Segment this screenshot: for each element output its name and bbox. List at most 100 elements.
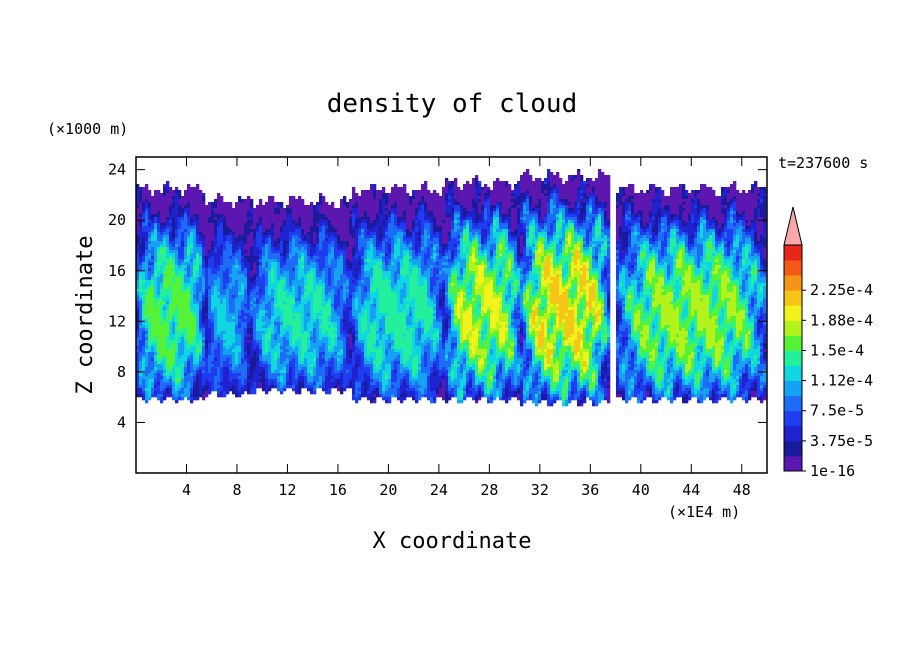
density-cell	[163, 322, 167, 326]
density-cell	[283, 328, 287, 332]
density-cell	[181, 391, 185, 395]
density-cell	[172, 244, 176, 248]
density-cell	[265, 388, 269, 392]
density-cell	[169, 268, 173, 272]
density-cell	[253, 370, 257, 374]
density-cell	[250, 388, 254, 392]
density-cell	[214, 205, 218, 209]
density-cell	[178, 244, 182, 248]
density-cell	[301, 304, 305, 308]
density-cell	[241, 223, 245, 227]
density-cell	[259, 268, 263, 272]
density-cell	[217, 328, 221, 332]
density-cell	[289, 256, 293, 260]
density-cell	[280, 268, 284, 272]
density-cell	[187, 325, 191, 329]
density-cell	[334, 352, 338, 356]
density-cell	[235, 349, 239, 353]
density-cell	[337, 307, 341, 311]
density-cell	[349, 355, 353, 359]
density-cell	[148, 376, 152, 380]
density-cell	[292, 367, 296, 371]
density-cell	[211, 205, 215, 209]
density-cell	[217, 232, 221, 236]
density-cell	[190, 382, 194, 386]
density-cell	[274, 280, 278, 284]
density-cell	[349, 286, 353, 290]
density-cell	[265, 370, 269, 374]
density-cell	[148, 238, 152, 242]
density-cell	[271, 232, 275, 236]
density-cell	[340, 370, 344, 374]
density-cell	[280, 358, 284, 362]
density-cell	[280, 385, 284, 389]
density-cell	[199, 253, 203, 257]
density-cell	[313, 385, 317, 389]
density-cell	[157, 346, 161, 350]
density-cell	[271, 238, 275, 242]
density-cell	[175, 370, 179, 374]
density-cell	[187, 376, 191, 380]
density-cell	[250, 307, 254, 311]
density-cell	[217, 199, 221, 203]
density-cell	[250, 286, 254, 290]
density-cell	[253, 292, 257, 296]
density-cell	[235, 361, 239, 365]
density-cell	[157, 280, 161, 284]
density-cell	[196, 211, 200, 215]
density-cell	[259, 253, 263, 257]
density-cell	[145, 268, 149, 272]
density-cell	[331, 313, 335, 317]
density-cell	[208, 214, 212, 218]
density-cell	[142, 217, 146, 221]
density-cell	[238, 238, 242, 242]
density-cell	[172, 343, 176, 347]
density-cell	[313, 208, 317, 212]
density-cell	[319, 226, 323, 230]
density-cell	[322, 349, 326, 353]
density-cell	[298, 301, 302, 305]
density-cell	[139, 358, 143, 362]
density-cell	[220, 283, 224, 287]
density-cell	[148, 394, 152, 398]
density-cell	[166, 310, 170, 314]
density-cell	[232, 316, 236, 320]
density-cell	[298, 298, 302, 302]
density-cell	[208, 241, 212, 245]
density-cell	[175, 388, 179, 392]
density-cell	[160, 397, 164, 401]
density-cell	[322, 268, 326, 272]
density-cell	[334, 247, 338, 251]
density-cell	[223, 322, 227, 326]
density-cell	[166, 232, 170, 236]
density-cell	[271, 214, 275, 218]
density-cell	[229, 250, 233, 254]
density-cell	[313, 253, 317, 257]
density-cell	[277, 307, 281, 311]
density-cell	[337, 256, 341, 260]
density-cell	[268, 379, 272, 383]
density-cell	[244, 328, 248, 332]
density-cell	[187, 328, 191, 332]
density-cell	[226, 220, 230, 224]
density-cell	[286, 232, 290, 236]
density-cell	[139, 394, 143, 398]
density-cell	[361, 250, 365, 254]
density-cell	[310, 223, 314, 227]
density-cell	[175, 301, 179, 305]
density-cell	[214, 247, 218, 251]
density-cell	[226, 298, 230, 302]
density-cell	[307, 376, 311, 380]
density-cell	[271, 295, 275, 299]
density-cell	[304, 208, 308, 212]
density-cell	[331, 316, 335, 320]
density-cell	[181, 394, 185, 398]
density-cell	[160, 271, 164, 275]
density-cell	[265, 382, 269, 386]
density-cell	[352, 238, 356, 242]
density-cell	[223, 361, 227, 365]
density-cell	[136, 373, 140, 377]
density-cell	[187, 265, 191, 269]
density-cell	[280, 388, 284, 392]
density-cell	[310, 229, 314, 233]
